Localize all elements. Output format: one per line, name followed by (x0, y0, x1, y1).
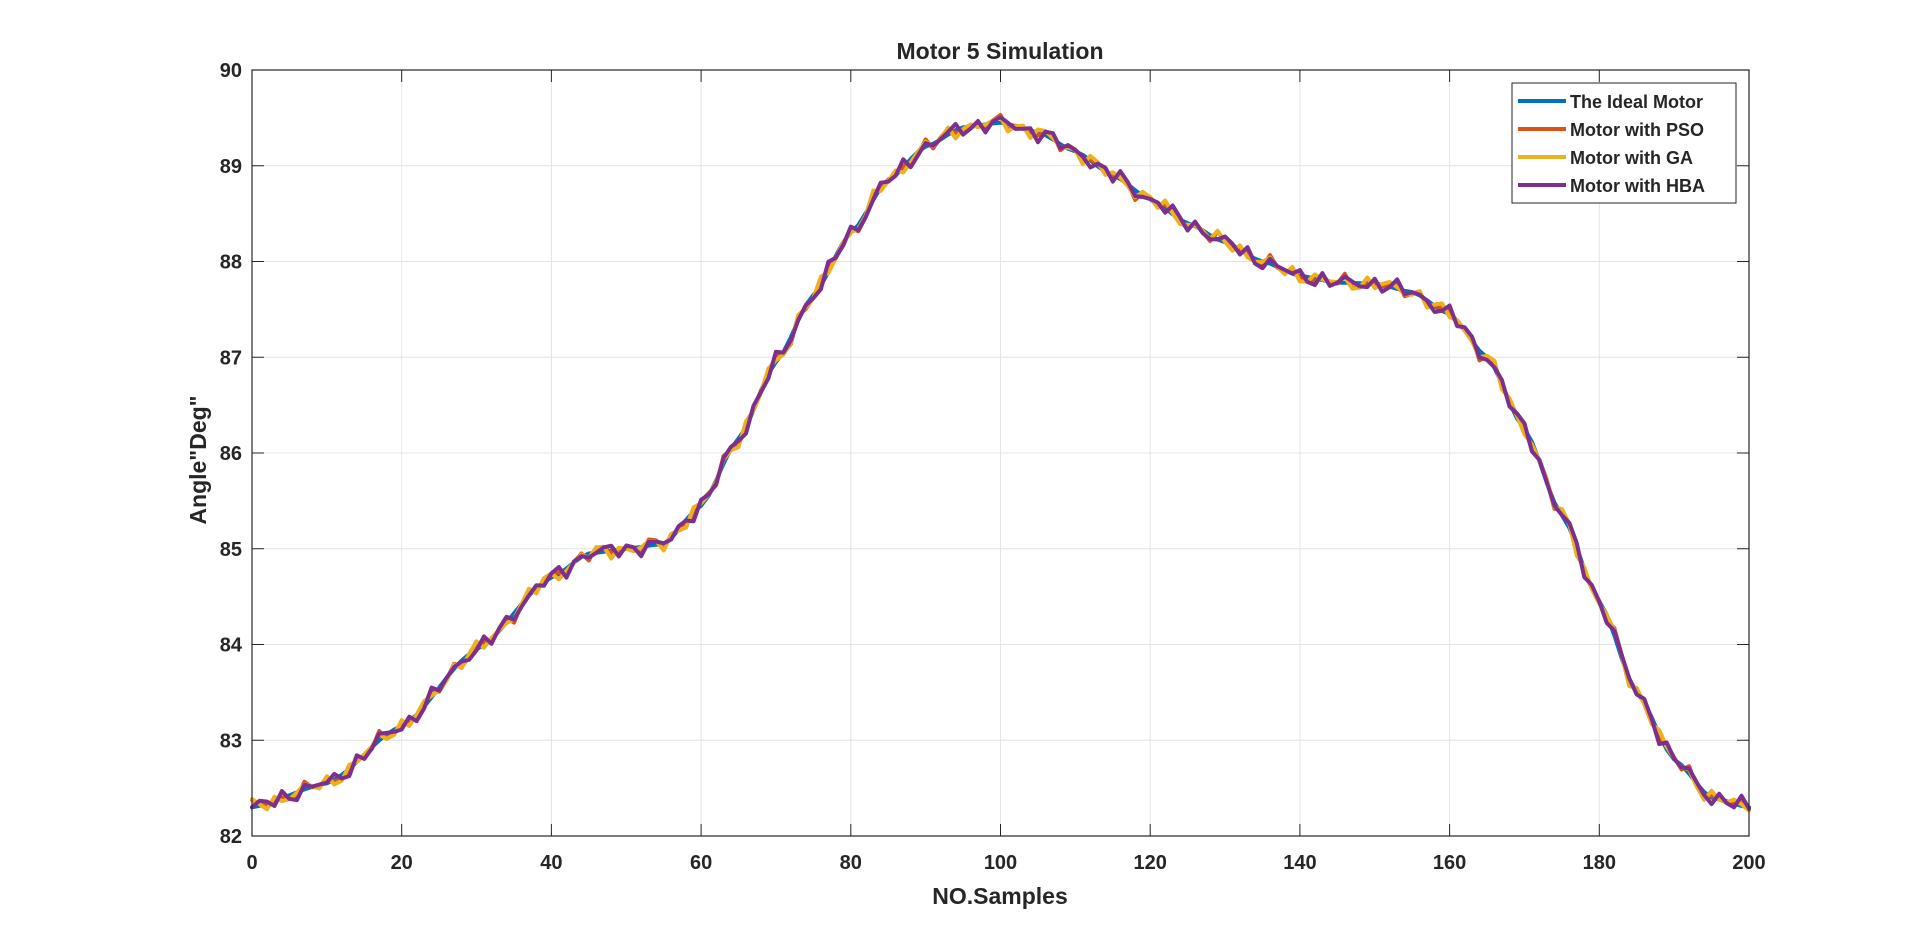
y-tick-label: 82 (220, 826, 242, 848)
x-tick-label: 60 (690, 852, 712, 874)
x-tick-label: 100 (984, 852, 1017, 874)
y-tick-label: 86 (220, 443, 242, 465)
x-tick-label: 180 (1583, 852, 1616, 874)
plot-area: 0 20 40 60 80 100 120 140 160 180 200 82 83 84 85 86 87 8… (220, 60, 1766, 874)
x-tick-label: 120 (1134, 852, 1167, 874)
y-tick-label: 87 (220, 347, 242, 369)
legend-label: Motor with PSO (1570, 120, 1704, 140)
x-tick-label: 80 (840, 852, 862, 874)
x-axis-label: NO.Samples (932, 883, 1068, 909)
y-tick-label: 83 (220, 730, 242, 752)
legend-label: Motor with HBA (1570, 176, 1705, 196)
y-tick-label: 88 (220, 252, 242, 274)
x-tick-label: 20 (391, 852, 413, 874)
y-axis-label: Angle"Deg" (185, 395, 211, 524)
x-tick-label: 160 (1433, 852, 1466, 874)
chart-title: Motor 5 Simulation (897, 38, 1104, 64)
series-line-motor-with-hba (250, 115, 1751, 811)
x-tick-label: 140 (1283, 852, 1316, 874)
legend-label: Motor with GA (1570, 148, 1693, 168)
legend-label: The Ideal Motor (1570, 92, 1703, 112)
y-tick-label: 85 (220, 539, 242, 561)
x-tick-label: 40 (540, 852, 562, 874)
y-tick-label: 90 (220, 60, 242, 82)
y-tick-label: 84 (220, 635, 243, 657)
x-tick-label: 200 (1732, 852, 1765, 874)
x-tick-label: 0 (246, 852, 257, 874)
y-tick-label: 89 (220, 156, 242, 178)
